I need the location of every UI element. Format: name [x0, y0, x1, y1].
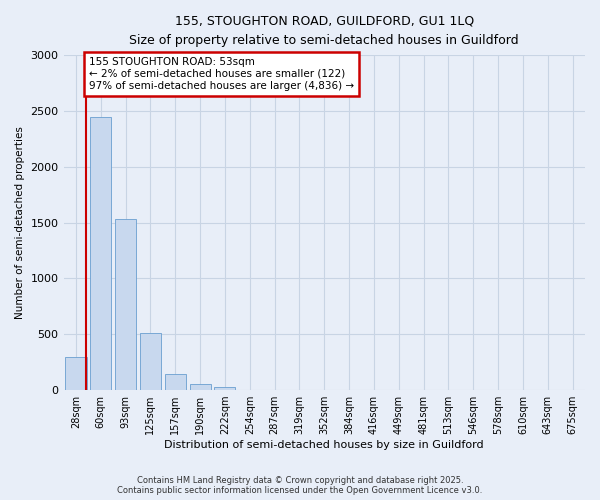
Bar — [190, 384, 211, 390]
Bar — [115, 219, 136, 390]
Bar — [65, 356, 86, 390]
Bar — [90, 116, 112, 390]
X-axis label: Distribution of semi-detached houses by size in Guildford: Distribution of semi-detached houses by … — [164, 440, 484, 450]
Bar — [165, 374, 186, 390]
Bar — [140, 333, 161, 390]
Bar — [214, 386, 235, 390]
Text: 155 STOUGHTON ROAD: 53sqm
← 2% of semi-detached houses are smaller (122)
97% of : 155 STOUGHTON ROAD: 53sqm ← 2% of semi-d… — [89, 58, 354, 90]
Text: Contains HM Land Registry data © Crown copyright and database right 2025.
Contai: Contains HM Land Registry data © Crown c… — [118, 476, 482, 495]
Title: 155, STOUGHTON ROAD, GUILDFORD, GU1 1LQ
Size of property relative to semi-detach: 155, STOUGHTON ROAD, GUILDFORD, GU1 1LQ … — [130, 15, 519, 47]
Y-axis label: Number of semi-detached properties: Number of semi-detached properties — [15, 126, 25, 319]
